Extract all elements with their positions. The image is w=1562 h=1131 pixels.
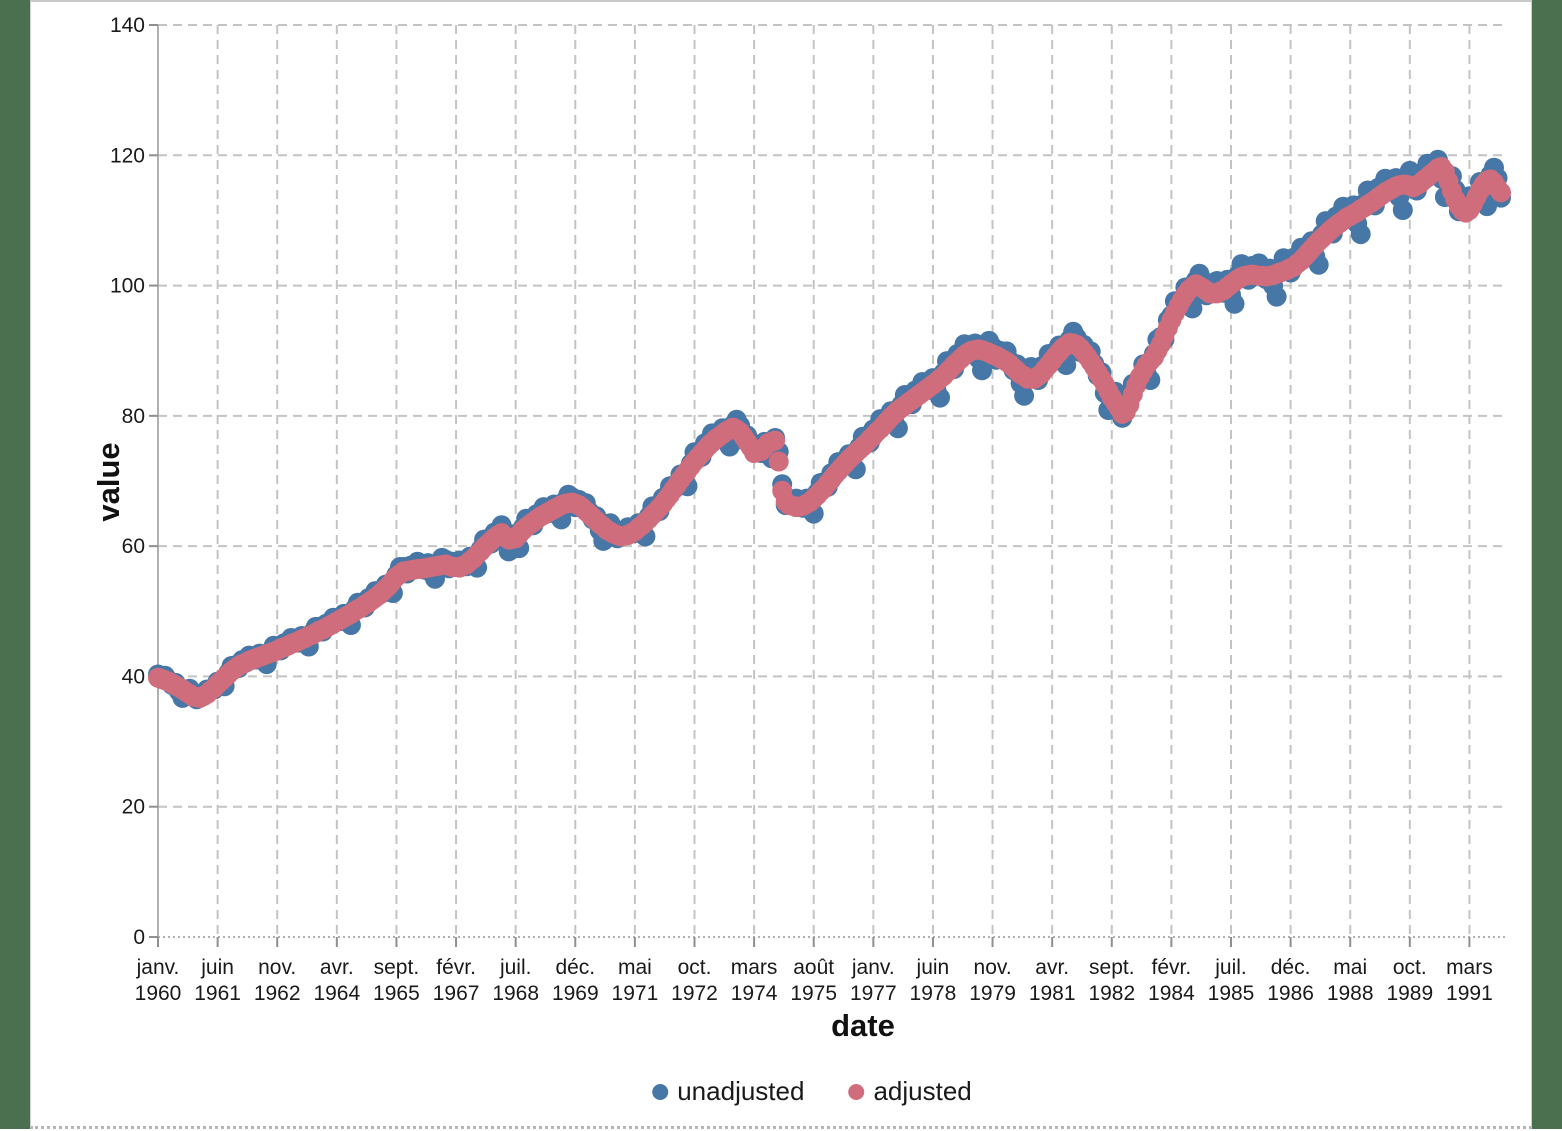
chart-widget: 0 20 40 60 80 100 120 140 janv. 1960 juin 1961 nov. 1… xyxy=(30,0,1532,1129)
svg-text:avr.1964: avr. 1964 xyxy=(313,956,360,1005)
horizontal-gridlines xyxy=(158,24,1508,808)
legend-label-adjusted: adjusted xyxy=(873,1076,972,1106)
y-tick-labels: 0 20 40 60 80 100 120 140 xyxy=(110,14,145,949)
svg-text:80: 80 xyxy=(122,405,145,428)
svg-text:févr.1967: févr. 1967 xyxy=(433,956,480,1005)
unadjusted-series-dot-icon xyxy=(652,1083,669,1100)
svg-text:déc.1986: déc. 1986 xyxy=(1267,956,1314,1005)
svg-text:oct.1972: oct. 1972 xyxy=(671,956,718,1005)
svg-text:20: 20 xyxy=(122,796,145,819)
svg-text:sept.1965: sept. 1965 xyxy=(373,956,420,1005)
series-unadjusted-points xyxy=(148,149,1511,710)
x-tick-labels: janv. 1960 juin 1961 nov. 1962 avr. 1964 sept. 19… xyxy=(135,956,1493,1005)
adjusted-series-dot-icon xyxy=(848,1083,865,1100)
svg-text:0: 0 xyxy=(133,926,145,949)
svg-text:sept.1982: sept. 1982 xyxy=(1088,956,1135,1005)
svg-text:avr.1981: avr. 1981 xyxy=(1029,956,1076,1005)
plot-area: 0 20 40 60 80 100 120 140 janv. 1960 juin 1961 nov. 1… xyxy=(110,14,1511,1005)
series-adjusted-points xyxy=(148,157,1511,708)
svg-text:déc.1969: déc. 1969 xyxy=(552,956,599,1005)
legend-item-unadjusted: unadjusted xyxy=(652,1076,804,1107)
legend: unadjusted adjusted xyxy=(652,1076,972,1107)
y-axis xyxy=(149,24,159,938)
svg-text:juil.1968: juil. 1968 xyxy=(492,956,539,1005)
svg-text:nov.1979: nov. 1979 xyxy=(969,956,1016,1005)
svg-text:juil.1985: juil. 1985 xyxy=(1208,956,1255,1005)
svg-text:janv.1960: janv. 1960 xyxy=(135,956,182,1005)
legend-item-adjusted: adjusted xyxy=(848,1076,972,1107)
svg-text:janv.1977: janv. 1977 xyxy=(850,956,897,1005)
left-edge-bar xyxy=(0,0,30,1129)
y-axis-title: value xyxy=(91,442,126,522)
svg-text:nov.1962: nov. 1962 xyxy=(254,956,301,1005)
x-axis xyxy=(157,936,1508,947)
svg-text:60: 60 xyxy=(122,535,145,558)
svg-text:120: 120 xyxy=(110,144,145,167)
legend-label-unadjusted: unadjusted xyxy=(677,1076,805,1106)
svg-text:oct.1989: oct. 1989 xyxy=(1386,956,1433,1005)
svg-text:100: 100 xyxy=(110,275,145,298)
svg-text:févr.1984: févr. 1984 xyxy=(1148,956,1195,1005)
right-edge-bar xyxy=(1532,0,1562,1129)
svg-text:40: 40 xyxy=(122,665,145,688)
x-axis-title: date xyxy=(831,1008,895,1043)
svg-text:140: 140 xyxy=(110,14,145,37)
